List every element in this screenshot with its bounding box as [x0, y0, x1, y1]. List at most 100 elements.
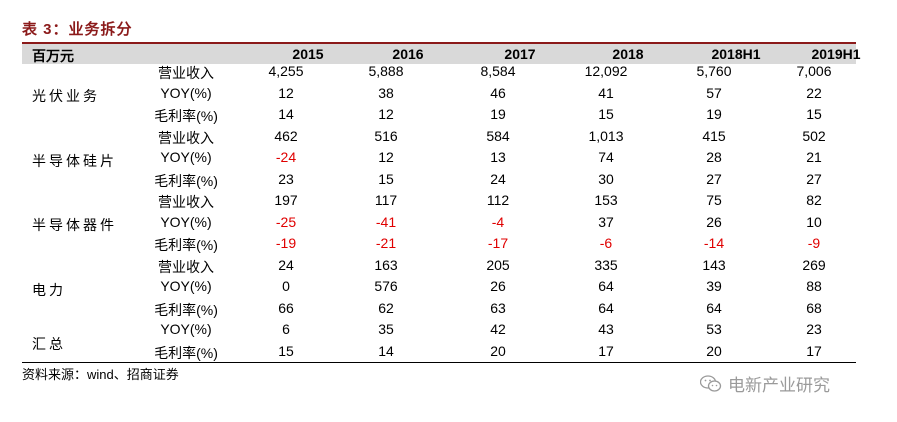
- table-cell: 23: [278, 170, 294, 187]
- table-cell: 415: [702, 127, 726, 144]
- table-row: YOY(%) 0 576 26 64 39 88: [0, 278, 897, 299]
- table-cell: 12: [378, 149, 394, 165]
- table-row: YOY(%) 6 35 42 43 53 23: [0, 321, 897, 342]
- table-cell: 19: [706, 106, 722, 122]
- table-cell: 14: [278, 106, 294, 122]
- table-cell: 19: [490, 106, 506, 122]
- table-cell: 20: [706, 342, 722, 359]
- source-note: 资料来源：wind、招商证券: [22, 367, 179, 382]
- table-cell: 462: [274, 127, 298, 144]
- group-label: 电力: [32, 281, 66, 298]
- table-cell: 112: [486, 192, 510, 208]
- table-cell: 22: [806, 84, 822, 101]
- table-cell: 17: [806, 342, 822, 359]
- table-cell: 23: [806, 321, 822, 337]
- metric-label: 毛利率(%): [154, 301, 218, 318]
- table-cell: 15: [278, 342, 294, 359]
- table-cell: -4: [491, 213, 505, 230]
- table-cell: 153: [594, 192, 618, 208]
- table-cell: -9: [807, 235, 821, 251]
- table-cell: 5,888: [368, 63, 404, 79]
- table-row: 营业收入 24 163 205 335 143 269: [0, 257, 897, 278]
- table-cell: 62: [378, 299, 394, 316]
- metric-label: YOY(%): [160, 321, 212, 337]
- table-cell: -41: [375, 213, 397, 230]
- table-cell: 28: [706, 149, 722, 165]
- table-cell: 63: [490, 299, 506, 316]
- table-cell: 13: [490, 149, 506, 165]
- metric-label: 毛利率(%): [154, 344, 218, 361]
- table-cell: 46: [490, 84, 506, 101]
- group-label: 半导体硅片: [32, 152, 117, 169]
- table-row: 营业收入 462 516 584 1,013 415 502: [0, 128, 897, 149]
- metric-label: 毛利率(%): [154, 108, 218, 124]
- table-row: 毛利率(%) -19 -21 -17 -6 -14 -9: [0, 235, 897, 256]
- table-cell: 20: [490, 342, 506, 359]
- table-cell: 64: [598, 278, 614, 294]
- table-cell: 15: [806, 106, 822, 122]
- table-cell: 6: [282, 321, 290, 337]
- metric-label: YOY(%): [160, 278, 212, 294]
- table-cell: -21: [375, 235, 397, 251]
- table-cell: 24: [278, 256, 294, 273]
- metric-label: YOY(%): [160, 213, 212, 230]
- table-cell: 7,006: [796, 63, 832, 79]
- metric-label: YOY(%): [160, 84, 212, 101]
- metric-label: 营业收入: [158, 258, 214, 275]
- table-cell: 64: [598, 299, 614, 316]
- table-cell: 38: [378, 84, 394, 101]
- table-row: 毛利率(%) 15 14 20 17 20 17: [0, 343, 897, 364]
- table-row: 营业收入 4,255 5,888 8,584 12,092 5,760 7,006: [0, 63, 897, 84]
- table-cell: 12: [378, 106, 394, 122]
- table-cell: 68: [806, 299, 822, 316]
- table-cell: 30: [598, 170, 614, 187]
- table-row: YOY(%) -24 12 13 74 28 21: [0, 149, 897, 170]
- metric-label: 营业收入: [158, 129, 214, 146]
- table-cell: 15: [378, 170, 394, 187]
- table-header: 百万元 2015 2016 2017 2018 2018H1 2019H1: [22, 44, 861, 64]
- table-cell: 12,092: [584, 63, 628, 79]
- table-cell: 17: [598, 342, 614, 359]
- table-row: YOY(%) 12 38 46 41 57 22: [0, 85, 897, 106]
- table-cell: 15: [598, 106, 614, 122]
- table-cell: 584: [486, 127, 510, 144]
- table-row: 毛利率(%) 23 15 24 30 27 27: [0, 171, 897, 192]
- year-header: 2015: [292, 46, 324, 62]
- table-cell: 576: [374, 278, 398, 294]
- table-cell: 64: [706, 299, 722, 316]
- table-cell: 53: [706, 321, 722, 337]
- metric-label: 营业收入: [158, 194, 214, 210]
- group-label: 光伏业务: [32, 88, 100, 105]
- metric-label: YOY(%): [160, 149, 212, 165]
- table-cell: 117: [374, 192, 398, 208]
- table-cell: 516: [374, 127, 398, 144]
- top-rule: [22, 42, 856, 44]
- table-cell: 74: [598, 149, 614, 165]
- table-cell: 27: [706, 170, 722, 187]
- table-cell: 39: [706, 278, 722, 294]
- metric-label: 毛利率(%): [154, 237, 218, 253]
- metric-label: 毛利率(%): [154, 172, 218, 189]
- table-cell: 4,255: [268, 63, 304, 79]
- table-cell: 88: [806, 278, 822, 294]
- table-cell: 42: [490, 321, 506, 337]
- table-cell: -17: [487, 235, 509, 251]
- watermark-text: 电新产业研究: [728, 376, 830, 395]
- year-header: 2017: [504, 46, 536, 62]
- table-cell: 8,584: [480, 63, 516, 79]
- table-cell: 205: [486, 256, 510, 273]
- table-cell: 27: [806, 170, 822, 187]
- table-row: YOY(%) -25 -41 -4 37 26 10: [0, 214, 897, 235]
- table-cell: 35: [378, 321, 394, 337]
- year-header: 2018H1: [711, 46, 761, 62]
- group-label: 汇总: [32, 335, 66, 352]
- unit-label: 百万元: [32, 48, 74, 64]
- table-cell: 0: [282, 278, 290, 294]
- metric-label: 营业收入: [158, 65, 214, 81]
- table-title: 表 3：业务拆分: [22, 21, 133, 38]
- table-cell: -14: [703, 235, 725, 251]
- table-cell: 143: [702, 256, 726, 273]
- table-cell: 197: [274, 192, 298, 208]
- table-cell: 1,013: [588, 127, 624, 144]
- table-cell: 66: [278, 299, 294, 316]
